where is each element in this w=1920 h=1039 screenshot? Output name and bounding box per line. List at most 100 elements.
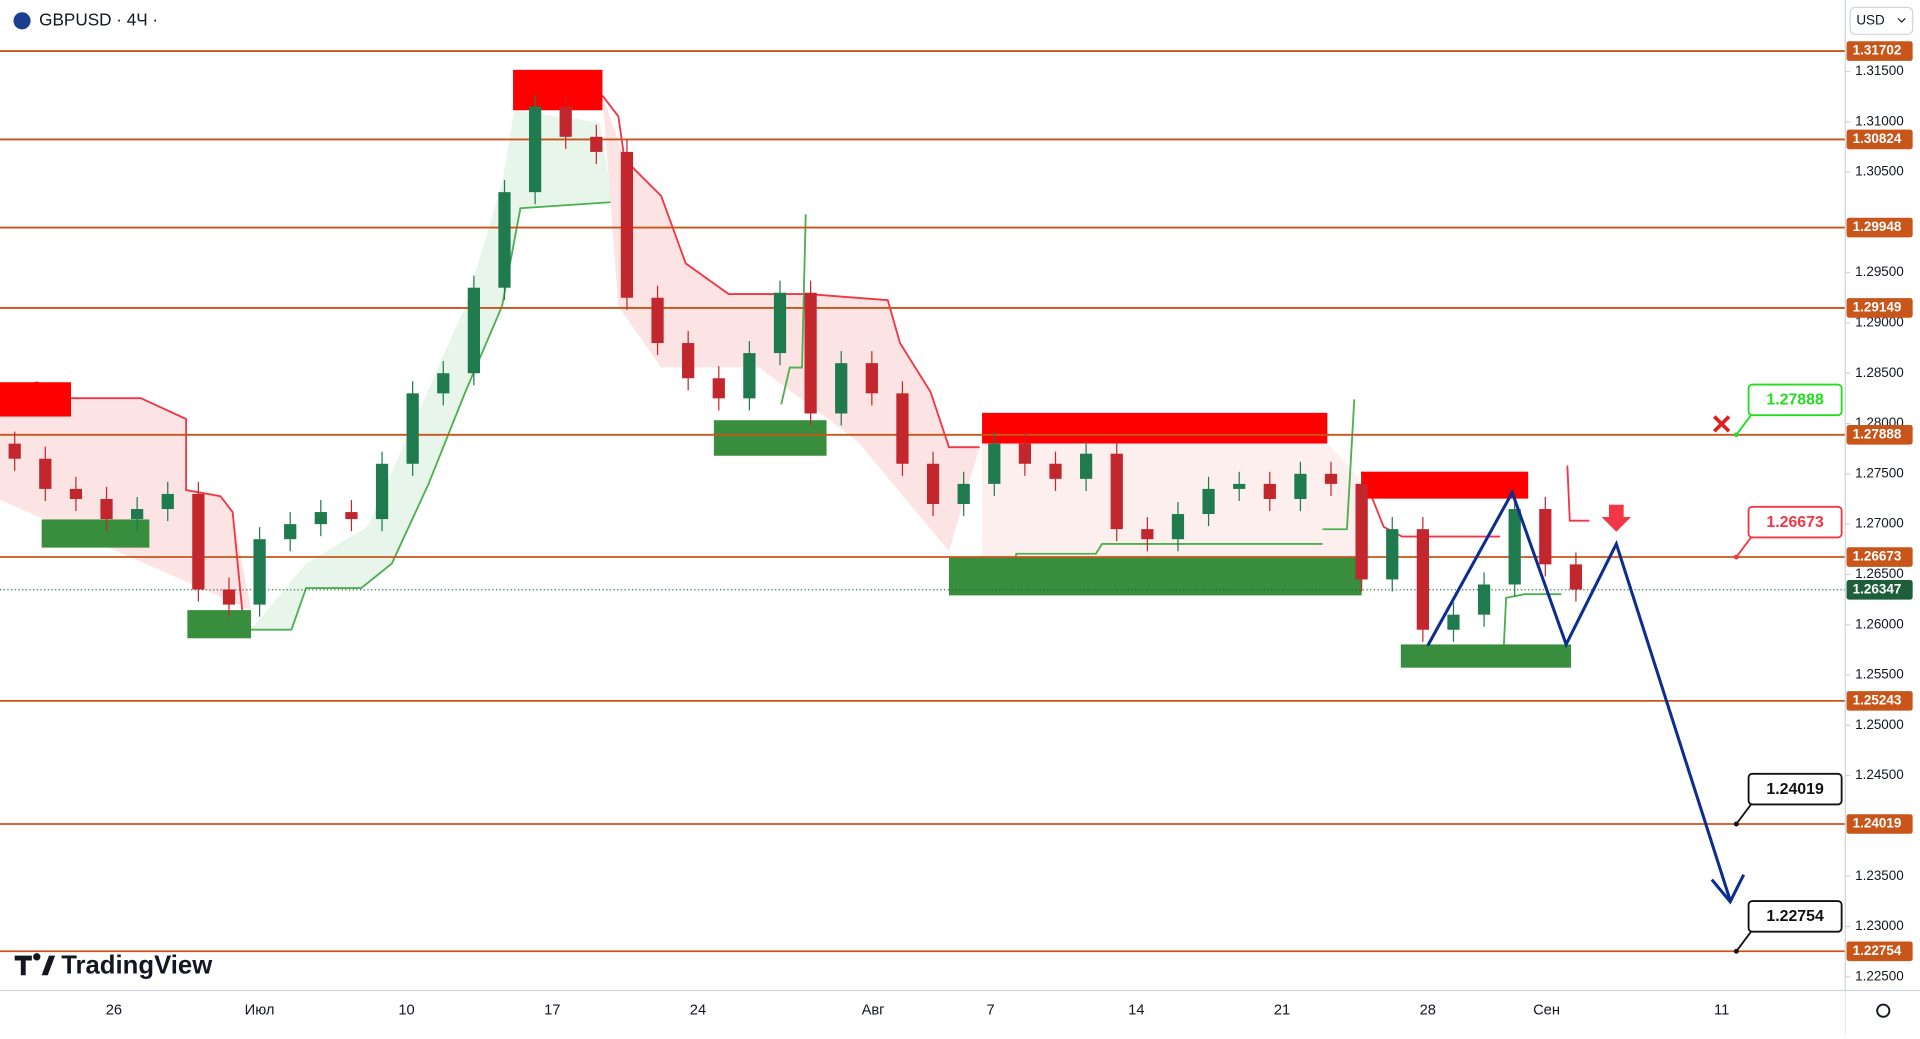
callout-label: 1.27888: [1766, 392, 1824, 409]
candle-body: [773, 292, 787, 354]
drawings: [1426, 415, 1746, 905]
candle-body: [835, 363, 848, 414]
x-tick-label: 14: [1128, 1003, 1144, 1019]
candle-body: [131, 509, 144, 520]
supply-zone: [0, 382, 72, 417]
callout-anchor: [1733, 432, 1739, 438]
level-label: 1.29948: [1853, 219, 1902, 234]
demand-zone: [948, 557, 1362, 596]
settings-button[interactable]: [1876, 1003, 1891, 1018]
y-tick-label: 1.24500: [1855, 767, 1904, 782]
candle-body: [192, 493, 205, 590]
y-tick-label: 1.23500: [1855, 868, 1904, 883]
level-label: 1.31702: [1853, 43, 1902, 58]
candle-body: [743, 353, 756, 399]
price-axis: 1.31500 1.31000 1.30500 1.29500 1.29000 1.285…: [1845, 41, 1913, 983]
candles: [8, 94, 1583, 642]
demand-zone: [187, 610, 252, 639]
supply-zone: [513, 69, 603, 111]
time-axis: 26 Июл 10 17 24 Авг 7 14 21 28 Сен 11: [106, 1003, 1730, 1019]
level-badge: [1846, 691, 1913, 711]
logo-mark: [14, 953, 56, 976]
candle-body: [620, 151, 634, 298]
callout-pointer: [1735, 414, 1752, 436]
candle-body: [1049, 463, 1062, 479]
callout-anchor: [1733, 948, 1739, 954]
candle-body: [406, 393, 419, 464]
level-badge: [1846, 129, 1913, 150]
candle-body: [253, 539, 266, 605]
candle-body: [651, 297, 664, 344]
x-tick-label: 10: [398, 1003, 414, 1019]
y-tick-label: 1.23000: [1855, 918, 1904, 933]
band-shade: [0, 398, 252, 611]
candle-body: [100, 498, 113, 520]
candle-body: [1447, 614, 1460, 630]
level-badge: [1846, 217, 1913, 238]
level-label: 1.25243: [1853, 692, 1902, 707]
callout-anchor: [1733, 821, 1739, 827]
y-tick-label: 1.25500: [1855, 667, 1904, 682]
candle-body: [1294, 473, 1307, 499]
band-shade: [602, 95, 980, 552]
y-tick-label: 1.27500: [1855, 465, 1904, 480]
logo-text: TradingView: [61, 951, 213, 979]
currency-caret: [1897, 17, 1906, 23]
demand-zone: [713, 420, 827, 456]
y-tick-label: 1.30500: [1855, 164, 1904, 179]
candle-body: [1324, 473, 1338, 484]
current-price-badge: [1846, 580, 1913, 600]
level-badge: [1846, 298, 1913, 318]
level-badge: [1846, 547, 1913, 567]
x-tick-label: 26: [106, 1003, 122, 1019]
x-tick-label: 11: [1714, 1003, 1729, 1019]
support-step: [1322, 399, 1356, 531]
candle-body: [437, 373, 450, 394]
candle-body: [314, 512, 327, 525]
level-label: 1.24019: [1853, 816, 1902, 831]
y-tick-label: 1.25000: [1855, 717, 1904, 732]
x-tick-label: 28: [1420, 1003, 1436, 1019]
current-price-label: 1.26347: [1853, 581, 1902, 596]
candle-body: [804, 292, 817, 414]
cross-mark: [1712, 415, 1731, 433]
candle-body: [1263, 483, 1276, 499]
candle-body: [865, 363, 878, 394]
time-axis-bg: [0, 991, 1846, 1034]
currency-button[interactable]: [1849, 6, 1914, 35]
callout-pointer: [1735, 536, 1752, 558]
callout-label: 1.22754: [1766, 908, 1824, 925]
y-tick-label: 1.26000: [1855, 616, 1904, 631]
level-label: 1.22754: [1853, 943, 1902, 958]
candle-body: [161, 493, 174, 510]
demand-zone: [1400, 644, 1572, 668]
level-badge: [1846, 41, 1913, 61]
candle-body: [69, 488, 83, 499]
callout-box: [1747, 772, 1843, 806]
callout-pointer: [1735, 803, 1752, 825]
candle-body: [1386, 529, 1399, 580]
supply-zone: [982, 412, 1328, 444]
currency-label[interactable]: USD: [1856, 12, 1885, 27]
candle-body: [682, 343, 695, 379]
callouts: 1.27888 1.26673 1.24019 1.22754: [1733, 383, 1843, 954]
symbol-title[interactable]: GBPUSD · 4Ч ·: [39, 9, 158, 29]
candle-body: [284, 524, 297, 540]
candle-body: [1233, 483, 1246, 489]
candle-body: [1569, 564, 1583, 590]
candle-body: [590, 136, 603, 152]
level-badge: [1846, 814, 1913, 834]
candle-body: [712, 378, 725, 399]
level-label: 1.27888: [1853, 426, 1902, 441]
x-tick-label: 24: [690, 1003, 706, 1019]
band-shade: [251, 110, 613, 630]
candle-body: [528, 106, 542, 193]
callout-box: [1747, 900, 1843, 933]
candle-body: [988, 443, 1001, 484]
resistance-step: [1566, 465, 1590, 522]
level-badge: [1846, 424, 1913, 445]
candle-body: [8, 443, 21, 459]
level-label: 1.26673: [1853, 549, 1902, 564]
callout-pointer: [1735, 931, 1752, 952]
